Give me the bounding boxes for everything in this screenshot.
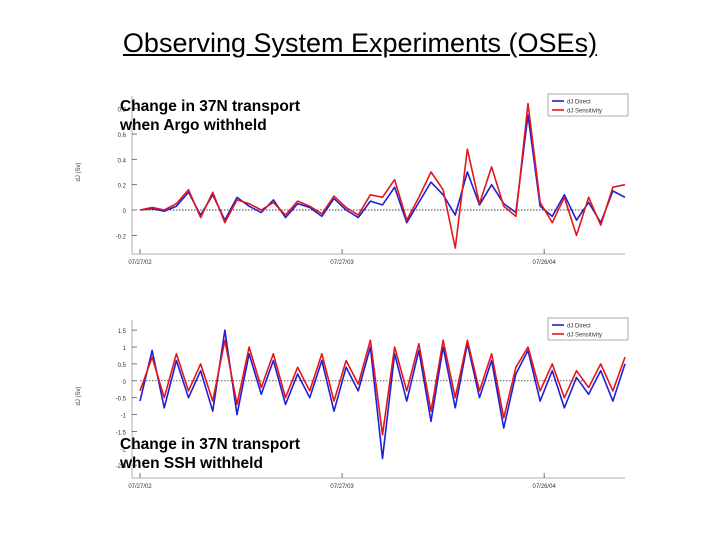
chart-ssh-xtick-label: 07/27/03 — [330, 484, 354, 490]
chart-argo-ytick-label: -0.2 — [116, 234, 127, 240]
chart-ssh-ylabel: dJ (Sv) — [76, 386, 82, 405]
chart-argo-legend-label: dJ Direct — [567, 100, 591, 106]
chart-argo-ytick-label: 0 — [123, 209, 127, 215]
chart-ssh-legend-label: dJ Direct — [567, 324, 591, 330]
chart-ssh-legend: dJ Direct dJ Sensitivity — [547, 317, 629, 341]
chart-argo-ytick-label: 0.6 — [118, 133, 127, 139]
chart-argo-xtick-label: 07/26/04 — [532, 260, 556, 266]
chart-ssh-ytick-label: -1.5 — [116, 430, 127, 436]
chart-ssh-ytick-label: 1 — [123, 346, 127, 352]
caption-argo-line2: when Argo withheld — [120, 117, 267, 134]
caption-argo: Change in 37N transport when Argo withhe… — [120, 97, 300, 135]
chart-argo: -0.2 0 0.2 0.4 0.6 0.8 dJ (Sv) 07/27/02 07/27/03… — [60, 88, 635, 278]
caption-argo-line1: Change in 37N transport — [120, 98, 300, 115]
chart-ssh-ytick-label: -2 — [121, 447, 127, 453]
chart-ssh-legend-label: dJ Sensitivity — [567, 333, 602, 339]
chart-ssh-xtick-label: 07/27/02 — [128, 484, 152, 490]
chart-argo-svg: -0.2 0 0.2 0.4 0.6 0.8 dJ (Sv) 07/27/02 07/27/03… — [76, 93, 629, 266]
slide-title: Observing System Experiments (OSEs) — [122, 28, 598, 58]
chart-argo-ylabel: dJ (Sv) — [76, 162, 82, 181]
chart-ssh-ytick-label: -0.5 — [116, 397, 127, 403]
chart-ssh-xtick-label: 07/26/04 — [532, 484, 556, 490]
caption-ssh-line1: Change in 37N transport — [120, 436, 300, 453]
chart-ssh-series-sensitivity — [139, 339, 626, 436]
chart-argo-ytick-label: 0.4 — [118, 158, 127, 164]
chart-argo-xtick-label: 07/27/03 — [330, 260, 354, 266]
chart-argo-series-sensitivity — [139, 102, 626, 249]
chart-ssh-ytick-label: 1.5 — [118, 329, 127, 335]
caption-ssh: Change in 37N transport when SSH withhel… — [120, 435, 300, 473]
chart-argo-ytick-label: 0.2 — [118, 184, 127, 190]
caption-ssh-line2: when SSH withheld — [120, 455, 263, 472]
chart-ssh-ytick-label: 0 — [123, 380, 127, 386]
chart-ssh-ytick-label: -2.5 — [116, 464, 127, 470]
chart-argo-legend-label: dJ Sensitivity — [567, 109, 602, 115]
chart-argo-xtick-label: 07/27/02 — [128, 260, 152, 266]
chart-argo-legend-box — [547, 93, 629, 117]
chart-ssh-legend-box — [547, 317, 629, 341]
chart-argo-legend: dJ Direct dJ Sensitivity — [547, 93, 629, 117]
chart-ssh-ytick-label: -1 — [121, 414, 127, 420]
chart-argo-ytick-label: 0.8 — [118, 108, 127, 114]
chart-ssh-ytick-label: 0.5 — [118, 363, 127, 369]
chart-ssh: -2.5 -2 -1.5 -1 -0.5 0 0.5 1 1.5 dJ (Sv) 07/27/02 0… — [60, 312, 635, 502]
chart-ssh-svg: -2.5 -2 -1.5 -1 -0.5 0 0.5 1 1.5 dJ (Sv) 07/27/02 0… — [76, 317, 629, 490]
